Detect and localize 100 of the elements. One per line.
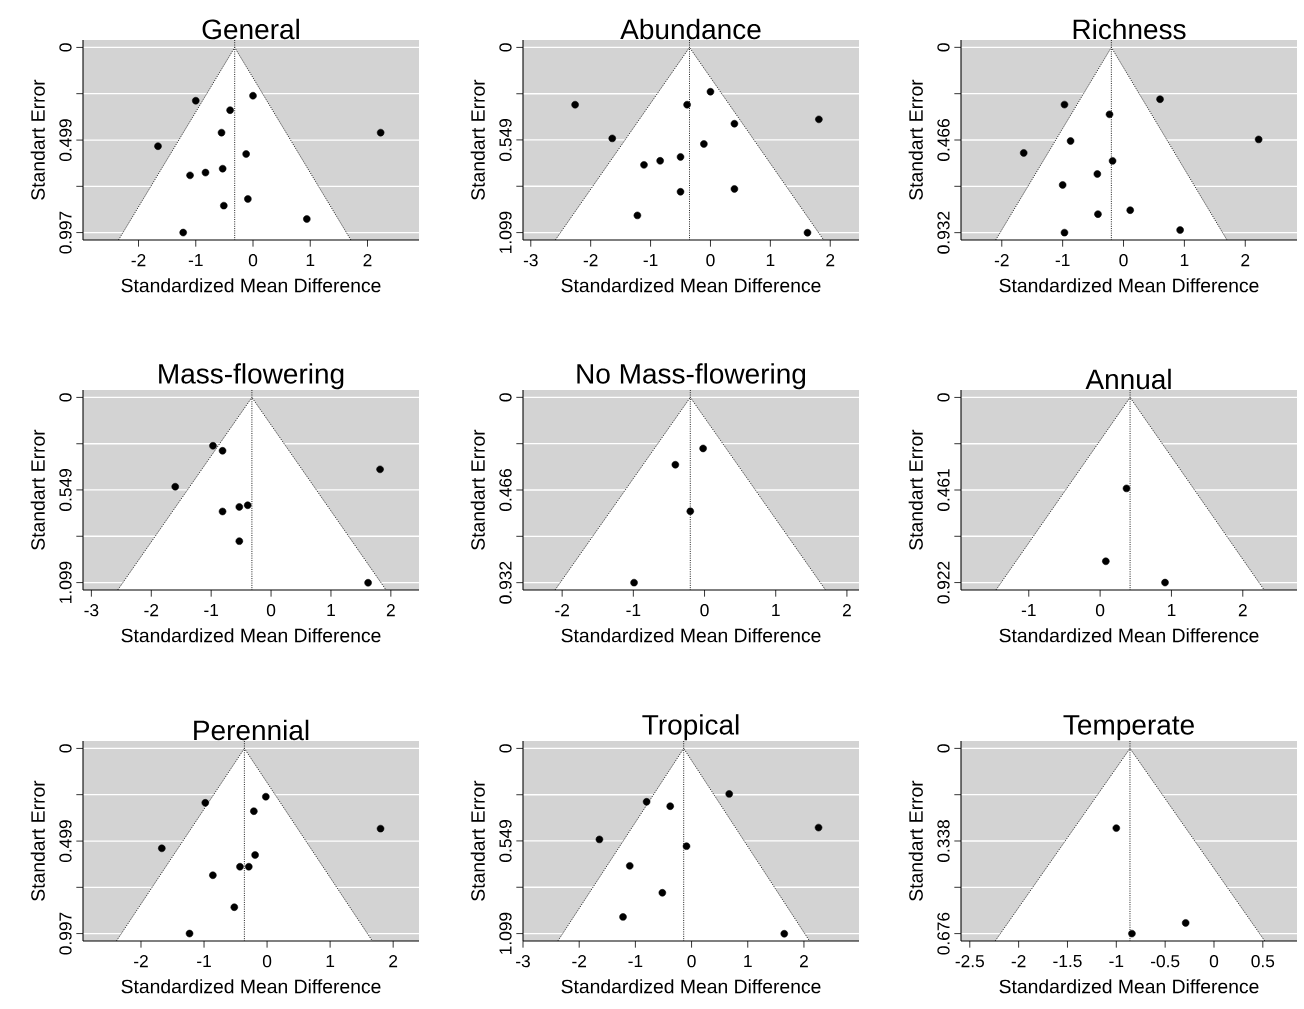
point bbox=[640, 161, 648, 169]
point bbox=[1161, 578, 1169, 587]
x-tick-label: -2.5 bbox=[955, 955, 984, 968]
point bbox=[656, 157, 664, 165]
point bbox=[671, 461, 680, 469]
y-axis-title: Standart Error bbox=[908, 79, 923, 200]
x-tick-label: 1 bbox=[766, 254, 775, 266]
x-tick-label: 1 bbox=[772, 604, 780, 616]
y-tick-label: 0 bbox=[937, 43, 950, 52]
point bbox=[364, 579, 372, 587]
point bbox=[303, 215, 311, 223]
x-tick-label: 1 bbox=[326, 955, 335, 967]
x-axis-title: Standardized Mean Difference bbox=[121, 278, 381, 293]
point bbox=[1112, 824, 1121, 832]
point bbox=[1102, 557, 1110, 566]
point bbox=[230, 903, 239, 911]
point bbox=[220, 201, 228, 210]
y-tick-label: 0 bbox=[937, 744, 950, 753]
x-tick-label: 0 bbox=[1119, 254, 1128, 267]
point bbox=[1126, 206, 1134, 214]
x-tick-label: -2 bbox=[144, 604, 159, 617]
point bbox=[571, 100, 579, 109]
chart-title: Tropical bbox=[642, 714, 739, 741]
x-tick-label: 2 bbox=[389, 955, 398, 968]
point bbox=[699, 444, 707, 453]
y-tick-label: 1.099 bbox=[499, 211, 512, 253]
x-tick-label: -1 bbox=[628, 955, 643, 967]
x-axis-title: Standardized Mean Difference bbox=[999, 278, 1259, 293]
point bbox=[243, 501, 252, 509]
x-tick-label: 2 bbox=[386, 604, 395, 617]
x-tick-label: -1 bbox=[197, 955, 211, 967]
point bbox=[1058, 181, 1067, 189]
x-tick-label: 2 bbox=[363, 254, 372, 267]
point bbox=[262, 792, 270, 801]
point bbox=[700, 140, 708, 148]
point bbox=[815, 115, 823, 124]
point bbox=[192, 96, 200, 105]
point bbox=[803, 229, 812, 237]
point bbox=[1066, 137, 1075, 145]
x-tick-label: 0 bbox=[1095, 604, 1105, 617]
point bbox=[201, 168, 210, 177]
point bbox=[608, 134, 616, 143]
x-axis-title: Standardized Mean Difference bbox=[561, 278, 821, 293]
point bbox=[1094, 210, 1102, 218]
chart-title: General bbox=[202, 18, 299, 40]
x-tick-label: -3 bbox=[84, 604, 99, 617]
y-tick-label: 0.549 bbox=[499, 820, 512, 862]
point bbox=[154, 142, 162, 150]
x-tick-label: 1 bbox=[744, 955, 752, 967]
y-axis-title: Standart Error bbox=[908, 780, 923, 901]
y-tick-label: 0.466 bbox=[937, 119, 950, 162]
x-tick-label: 0 bbox=[687, 955, 696, 968]
chart-title: Temperate bbox=[1063, 715, 1194, 741]
y-tick-label: 0.676 bbox=[937, 912, 950, 955]
point bbox=[242, 150, 250, 158]
x-tick-label: 0 bbox=[248, 254, 258, 267]
y-tick-label: 0.997 bbox=[59, 912, 72, 955]
y-tick-label: 0 bbox=[937, 393, 950, 402]
x-tick-label: 0.5 bbox=[1251, 955, 1275, 968]
point bbox=[171, 482, 179, 491]
x-tick-label: 2 bbox=[842, 604, 851, 617]
x-tick-label: -2 bbox=[555, 604, 569, 617]
point bbox=[706, 87, 715, 96]
point bbox=[630, 578, 638, 587]
x-tick-label: -2 bbox=[134, 955, 148, 968]
x-axis-title: Standardized Mean Difference bbox=[121, 628, 381, 643]
y-tick-label: 0.338 bbox=[937, 820, 950, 863]
x-tick-label: 1 bbox=[1167, 604, 1176, 616]
point bbox=[1122, 484, 1131, 493]
point bbox=[376, 824, 385, 833]
point bbox=[658, 889, 667, 897]
point bbox=[642, 798, 651, 806]
y-tick-label: 1.099 bbox=[499, 912, 512, 954]
point bbox=[1060, 228, 1069, 237]
point bbox=[676, 153, 685, 161]
point bbox=[185, 929, 194, 938]
point bbox=[376, 128, 385, 137]
point bbox=[179, 228, 187, 237]
x-tick-label: -2 bbox=[994, 254, 1009, 267]
point bbox=[686, 507, 695, 516]
y-axis-title: Standart Error bbox=[470, 79, 485, 200]
point bbox=[626, 862, 634, 870]
point bbox=[814, 823, 823, 832]
x-tick-label: 1 bbox=[327, 604, 335, 616]
point bbox=[235, 537, 244, 545]
x-axis-title: Standardized Mean Difference bbox=[999, 628, 1259, 643]
x-axis-title: Standardized Mean Difference bbox=[561, 628, 821, 643]
y-axis-title: Standart Error bbox=[470, 429, 485, 550]
y-tick-label: 0 bbox=[499, 393, 512, 402]
point bbox=[1176, 226, 1184, 234]
chart-title: Annual bbox=[1085, 368, 1171, 390]
point bbox=[245, 862, 253, 871]
x-axis-title: Standardized Mean Difference bbox=[999, 979, 1259, 994]
x-tick-label: 1 bbox=[306, 254, 315, 266]
y-axis-title: Standart Error bbox=[908, 429, 923, 550]
point bbox=[1093, 170, 1102, 178]
chart-title: Abundance bbox=[620, 18, 761, 40]
x-tick-label: 2 bbox=[1241, 254, 1250, 267]
x-tick-label: -3 bbox=[516, 955, 530, 968]
point bbox=[236, 862, 244, 871]
